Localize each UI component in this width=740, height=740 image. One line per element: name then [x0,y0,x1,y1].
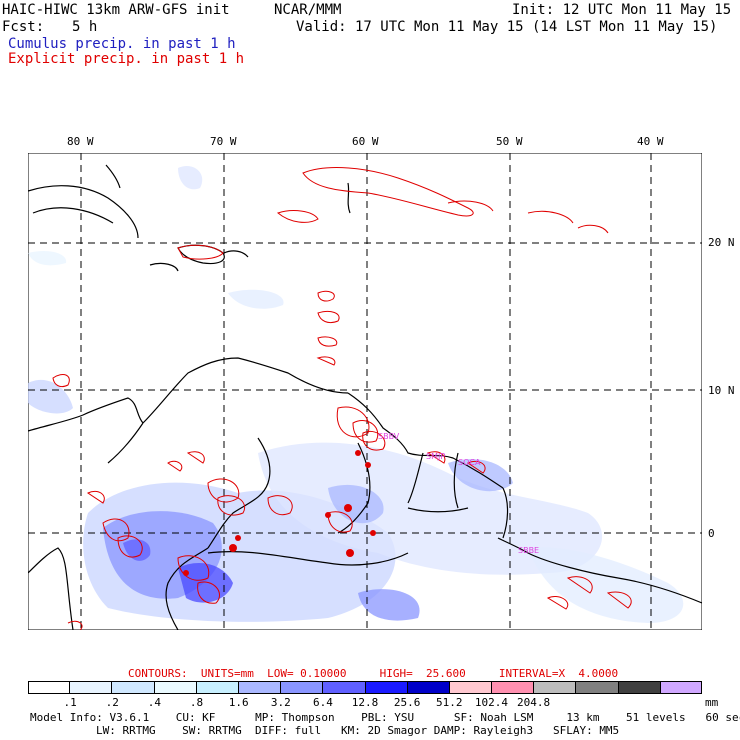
station-label-soca: SOCA [458,458,481,467]
station-label-smjp: SMJP [426,452,445,461]
colorbar-tick-label: 51.2 [436,696,463,709]
legend-cumulus: Cumulus precip. in past 1 h [8,36,236,52]
colorbar-tick-label: 6.4 [312,696,333,709]
station-labels: SBBV SMJP SOCA SBBE [378,432,539,555]
model-title: HAIC-HIWC 13km ARW-GFS init [2,2,230,18]
model-info-line1: Model Info: V3.6.1 CU: KF MP: Thompson P… [30,711,740,724]
colorbar-tick-label: 102.4 [474,696,508,709]
lon-label-50w: 50 W [496,135,523,148]
colorbar-swatch [154,681,197,694]
colorbar-tick-label: .1 [63,696,77,709]
model-info-line2: LW: RRTMG SW: RRTMG DIFF: full KM: 2D Sm… [96,724,620,737]
colorbar-swatch [492,681,535,694]
colorbar-swatch [576,681,619,694]
colorbar-tick-label: 1.6 [228,696,249,709]
org-label: NCAR/MMM [274,2,342,18]
station-label-sbbe: SBBE [518,546,539,555]
init-time: Init: 12 UTC Mon 11 May 15 [512,2,732,18]
colorbar-swatch [618,681,661,694]
precip-map: SBBV SMJP SOCA SBBE [28,153,702,630]
graticule [28,153,702,630]
colorbar-swatch [449,681,493,694]
lon-label-40w: 40 W [637,135,664,148]
colorbar-swatch [407,681,450,694]
colorbar-tick-label: 12.8 [351,696,379,709]
colorbar-tick-label: 25.6 [393,696,421,709]
precip-colorbar [28,681,702,694]
station-label-sbbv: SBBV [378,432,400,441]
colorbar-swatch [534,681,577,694]
colorbar-swatch [238,681,282,694]
coastlines [28,164,702,630]
colorbar-swatch [660,681,702,694]
lat-label-10n: 10 N [708,384,735,397]
colorbar-swatch [112,681,155,694]
colorbar-swatch [196,681,239,694]
colorbar-tick-label: .8 [189,696,204,709]
lon-label-80w: 80 W [67,135,94,148]
colorbar-tick-label: .2 [105,696,119,709]
lat-label-20n: 20 N [708,236,735,249]
colorbar-tick-label: .4 [147,696,162,709]
explicit-precip-contours [52,167,632,630]
colorbar-swatch [28,681,71,694]
colorbar-tick-label: 204.8 [517,696,551,709]
lon-label-70w: 70 W [210,135,237,148]
legend-explicit: Explicit precip. in past 1 h [8,51,245,67]
colorbar-unit: mm [705,696,719,709]
contour-info: CONTOURS: UNITS=mm LOW= 0.10000 HIGH= 25… [128,667,619,680]
colorbar-swatch [70,681,113,694]
fcst-value: 5 h [72,19,98,35]
lat-label-0: 0 [708,527,715,540]
valid-time: Valid: 17 UTC Mon 11 May 15 (14 LST Mon … [296,19,718,35]
lon-label-60w: 60 W [352,135,379,148]
explicit-precip-cores [183,450,376,576]
colorbar-swatch [365,681,408,694]
fcst-label: Fcst: [2,19,45,35]
colorbar-swatch [281,681,324,694]
colorbar-tick-label: 3.2 [270,696,291,709]
colorbar-swatch [323,681,366,694]
